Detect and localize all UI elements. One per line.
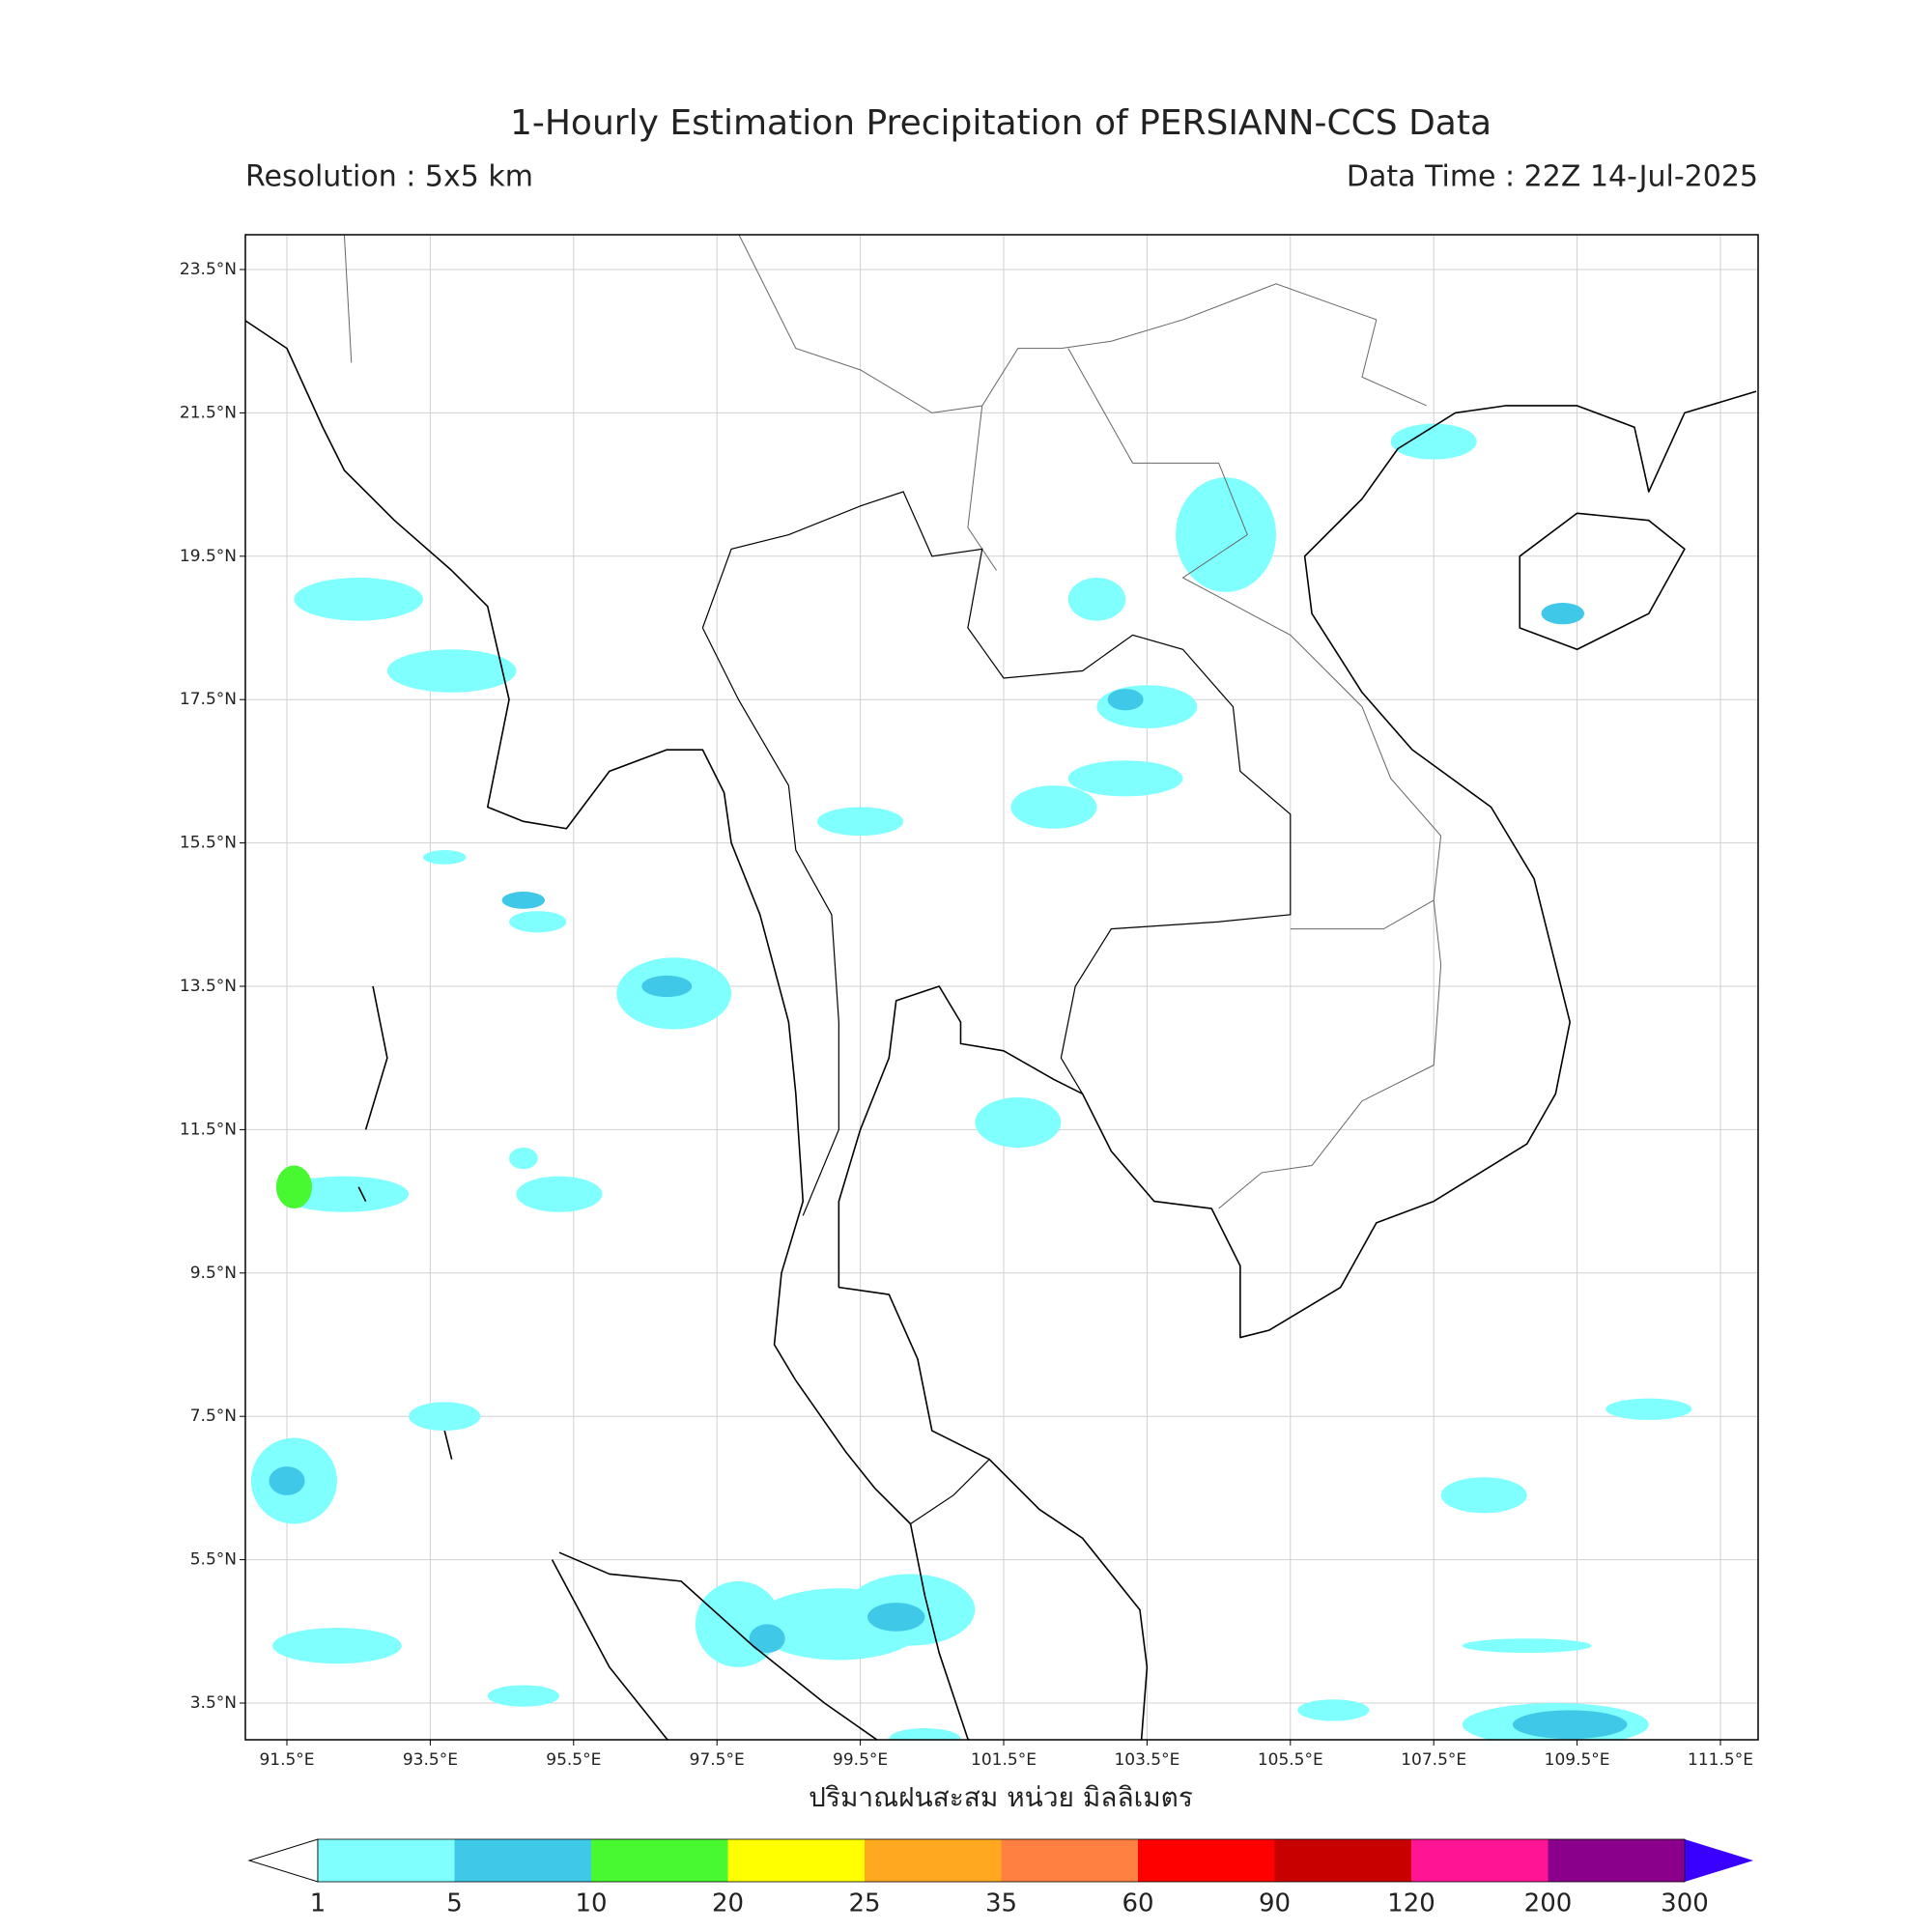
colorbar-label: 5 [446, 1889, 463, 1918]
lon-tick-label: 97.5°E [690, 1750, 745, 1770]
geo [243, 234, 1756, 1760]
colorbar-label: 10 [575, 1889, 607, 1918]
x-label: ปริมาณฝนสะสม หน่วย มิลลิเมตร [809, 1781, 1193, 1813]
thailand-border [702, 492, 1290, 1523]
lat-tick-label: 5.5°N [190, 1550, 237, 1570]
lon-tick-label: 101.5°E [971, 1750, 1037, 1770]
hainan [1520, 513, 1685, 649]
lon-tick-label: 103.5°E [1114, 1750, 1179, 1770]
colorbar-cell [1001, 1839, 1138, 1882]
border [344, 234, 1440, 1208]
colorbar-label: 120 [1387, 1889, 1435, 1918]
colorbar-cell [1548, 1839, 1685, 1882]
title: 1-Hourly Estimation Precipitation of PER… [510, 103, 1492, 143]
andaman [358, 986, 451, 1460]
colorbar-label: 35 [985, 1889, 1017, 1918]
plot-frame [244, 234, 1759, 1741]
colorbar-under [247, 1838, 319, 1883]
colorbar-cell [591, 1839, 728, 1882]
colorbar-cell [727, 1839, 865, 1882]
lat-tick-label: 23.5°N [180, 260, 237, 279]
lon-tick-label: 109.5°E [1545, 1750, 1610, 1770]
coastline [838, 391, 1756, 1760]
lon-tick-label: 111.5°E [1688, 1750, 1753, 1770]
data-time: Data Time : 22Z 14-Jul-2025 [1347, 160, 1758, 194]
resolution: Resolution : 5x5 km [245, 160, 533, 194]
colorbar-label: 60 [1122, 1889, 1153, 1918]
colorbar-cell [318, 1839, 455, 1882]
lat-tick-label: 17.5°N [180, 690, 237, 709]
lon-tick-label: 105.5°E [1258, 1750, 1323, 1770]
lat-tick-label: 11.5°N [180, 1120, 237, 1139]
lat-tick-label: 7.5°N [190, 1406, 237, 1426]
sumatra [553, 1552, 896, 1760]
lat-tick-label: 15.5°N [180, 834, 237, 853]
colorbar-cell [1274, 1839, 1411, 1882]
lat-tick-label: 9.5°N [190, 1264, 237, 1283]
colorbar-cell [1411, 1839, 1548, 1882]
colorbar-label: 25 [848, 1889, 880, 1918]
colorbar-label: 20 [712, 1889, 744, 1918]
grid [240, 235, 1758, 1746]
lon-tick-label: 95.5°E [546, 1750, 601, 1770]
lon-tick-label: 91.5°E [259, 1750, 314, 1770]
map [243, 234, 1756, 1760]
rain [250, 423, 1692, 1740]
colorbar-cell [865, 1839, 1002, 1882]
coastline [243, 320, 1004, 1760]
colorbar: 1 5 10 20 25 35 60 90 120 200 300 [247, 1838, 1753, 1918]
lat-tick-label: 21.5°N [180, 403, 237, 422]
colorbar-cell [454, 1839, 591, 1882]
colorbar-over [1685, 1839, 1753, 1882]
lon-tick-label: 99.5°E [833, 1750, 888, 1770]
lat-tick-label: 3.5°N [190, 1693, 237, 1713]
colorbar-frame [317, 1838, 1686, 1883]
lat-tick-label: 19.5°N [180, 547, 237, 566]
colorbar-label: 200 [1524, 1889, 1573, 1918]
lon-tick-label: 93.5°E [403, 1750, 458, 1770]
colorbar-label: 1 [310, 1889, 327, 1918]
colorbar-label: 300 [1661, 1889, 1709, 1918]
colorbar-cell [1138, 1839, 1275, 1882]
lon-tick-label: 107.5°E [1401, 1750, 1466, 1770]
lat-tick-label: 13.5°N [180, 977, 237, 996]
colorbar-label: 90 [1259, 1889, 1291, 1918]
